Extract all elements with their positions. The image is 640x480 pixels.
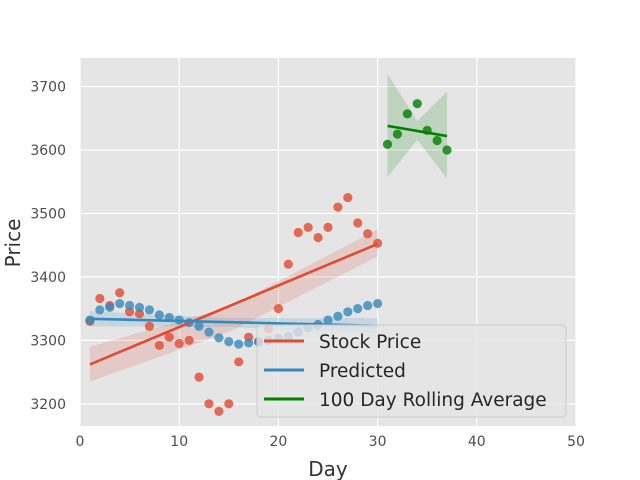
point-stock-price (164, 332, 174, 342)
point-100-day-rolling-average (412, 99, 422, 109)
point-stock-price (204, 399, 214, 409)
x-tick-label: 20 (269, 434, 287, 450)
point-predicted (224, 337, 234, 347)
legend: Stock Price Predicted 100 Day Rolling Av… (256, 324, 567, 418)
point-stock-price (134, 309, 145, 319)
point-stock-price (125, 307, 135, 317)
point-predicted (244, 338, 254, 348)
y-tick-label: 3200 (30, 397, 66, 413)
y-tick-label: 3600 (30, 143, 66, 159)
point-stock-price (293, 227, 303, 238)
fit-line-100-day-rolling-average (387, 124, 448, 138)
point-stock-price (283, 259, 293, 269)
point-predicted (154, 310, 164, 320)
point-stock-price (234, 357, 244, 367)
x-tick-label: 40 (468, 434, 486, 450)
point-stock-price (323, 222, 333, 233)
point-stock-price (154, 340, 164, 351)
point-predicted (214, 333, 224, 343)
point-stock-price (333, 202, 343, 212)
point-stock-price (303, 222, 313, 233)
legend-box (256, 324, 567, 418)
legend-label-predicted: Predicted (319, 361, 406, 382)
point-stock-price (343, 192, 353, 203)
point-predicted (134, 302, 145, 312)
x-tick-label: 0 (76, 434, 85, 450)
point-predicted (105, 302, 115, 312)
point-100-day-rolling-average (392, 129, 403, 139)
point-predicted (95, 305, 105, 315)
y-axis-label: Price (1, 219, 25, 268)
point-predicted (363, 300, 373, 311)
point-stock-price (214, 406, 224, 417)
ci-band-100-day-rolling-average (387, 73, 448, 179)
point-100-day-rolling-average (382, 139, 393, 149)
point-stock-price (224, 399, 234, 409)
point-predicted (353, 304, 363, 314)
y-tick-label: 3300 (30, 333, 66, 349)
point-predicted (333, 311, 343, 321)
x-tick-label: 50 (567, 434, 585, 450)
point-predicted (204, 327, 214, 337)
x-axis-label: Day (308, 457, 348, 480)
y-tick-label: 3400 (30, 270, 66, 286)
x-tick-label: 30 (369, 434, 387, 450)
point-predicted (323, 315, 333, 325)
point-predicted (144, 305, 155, 315)
tick-labels: 0 10 20 30 40 50 3200 3300 3400 3500 3600 3700 (30, 80, 585, 450)
point-stock-price (353, 218, 363, 228)
legend-label-rolling-average: 100 Day Rolling Average (319, 390, 547, 411)
x-tick-label: 10 (170, 434, 188, 450)
point-stock-price (194, 372, 204, 382)
point-predicted (343, 307, 353, 317)
point-100-day-rolling-average (432, 135, 442, 146)
point-stock-price (174, 338, 184, 349)
legend-label-stock-price: Stock Price (319, 332, 421, 353)
y-tick-label: 3700 (30, 80, 66, 96)
point-predicted (125, 300, 135, 311)
fit-line-stock-price (89, 242, 379, 366)
point-stock-price (313, 232, 323, 243)
point-100-day-rolling-average (442, 145, 452, 155)
point-stock-price (184, 335, 194, 345)
point-stock-price (273, 304, 283, 314)
point-stock-price (144, 321, 155, 331)
gridlines (79, 58, 577, 426)
point-stock-price (363, 229, 373, 239)
point-predicted (234, 339, 244, 349)
point-100-day-rolling-average (402, 109, 412, 119)
point-stock-price (95, 293, 105, 304)
point-predicted (373, 298, 383, 309)
y-tick-label: 3500 (30, 206, 66, 222)
point-predicted (194, 321, 204, 331)
point-stock-price (115, 288, 125, 298)
point-predicted (115, 298, 125, 309)
